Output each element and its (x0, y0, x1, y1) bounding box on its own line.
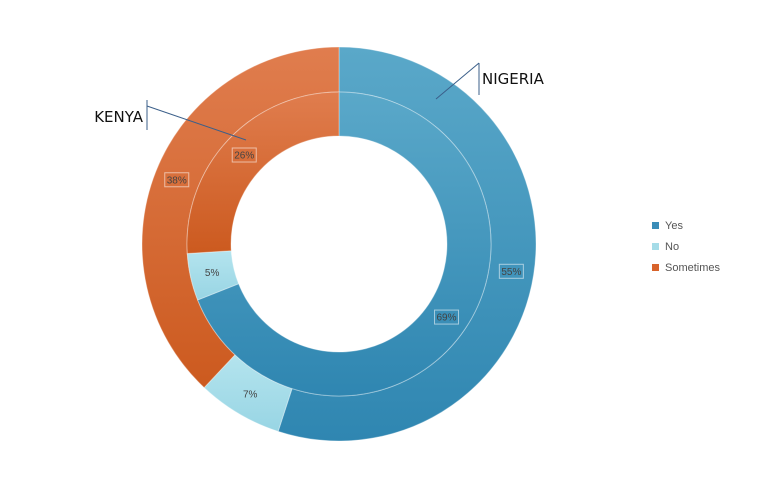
slice-inner-sometimes (186, 91, 340, 255)
legend-swatch-no (652, 243, 659, 250)
legend-label-sometimes: Sometimes (665, 261, 721, 274)
data-label-box-inner-sometimes (231, 147, 257, 163)
callout-label-outer: NIGERIA (482, 70, 545, 88)
data-label-text-inner-yes: 69% (437, 313, 457, 324)
legend-swatch-sometimes (652, 264, 659, 271)
callout-label-inner: KENYA (94, 108, 144, 126)
data-label-outer-sometimes: 38% (164, 172, 190, 188)
data-label-text-outer-sometimes: 38% (167, 175, 187, 186)
chart-slices (141, 46, 537, 442)
legend-item-sometimes: Sometimes (652, 257, 720, 278)
legend-swatch-yes (652, 222, 659, 229)
slice-inner-yes (197, 91, 492, 397)
data-label-text-outer-no: 7% (243, 390, 258, 401)
data-label-inner-sometimes: 26% (231, 147, 257, 163)
chart-legend: Yes No Sometimes (652, 215, 720, 278)
data-label-text-outer-yes: 55% (501, 267, 521, 278)
callout-leader-outer (435, 62, 480, 100)
data-label-text-inner-sometimes: 26% (234, 151, 254, 162)
legend-label-no: No (665, 240, 680, 253)
data-label-box-inner-yes (434, 309, 460, 325)
legend-label-yes: Yes (665, 219, 683, 232)
data-label-outer-yes: 55% (498, 263, 524, 279)
data-label-outer-no: 7% (243, 390, 258, 401)
data-label-inner-yes: 69% (434, 309, 460, 325)
data-label-inner-no: 5% (205, 268, 220, 279)
legend-item-no: No (652, 236, 720, 257)
callout-leader-inner (146, 105, 247, 141)
legend-item-yes: Yes (652, 215, 720, 236)
data-label-text-inner-no: 5% (205, 268, 220, 279)
data-label-box-outer-yes (498, 263, 524, 279)
data-label-box-outer-sometimes (164, 172, 190, 188)
chart-data-labels: 55% 7% 38% 69% 5% 26% (164, 147, 524, 401)
series-callouts: NIGERIA KENYA (94, 62, 545, 141)
